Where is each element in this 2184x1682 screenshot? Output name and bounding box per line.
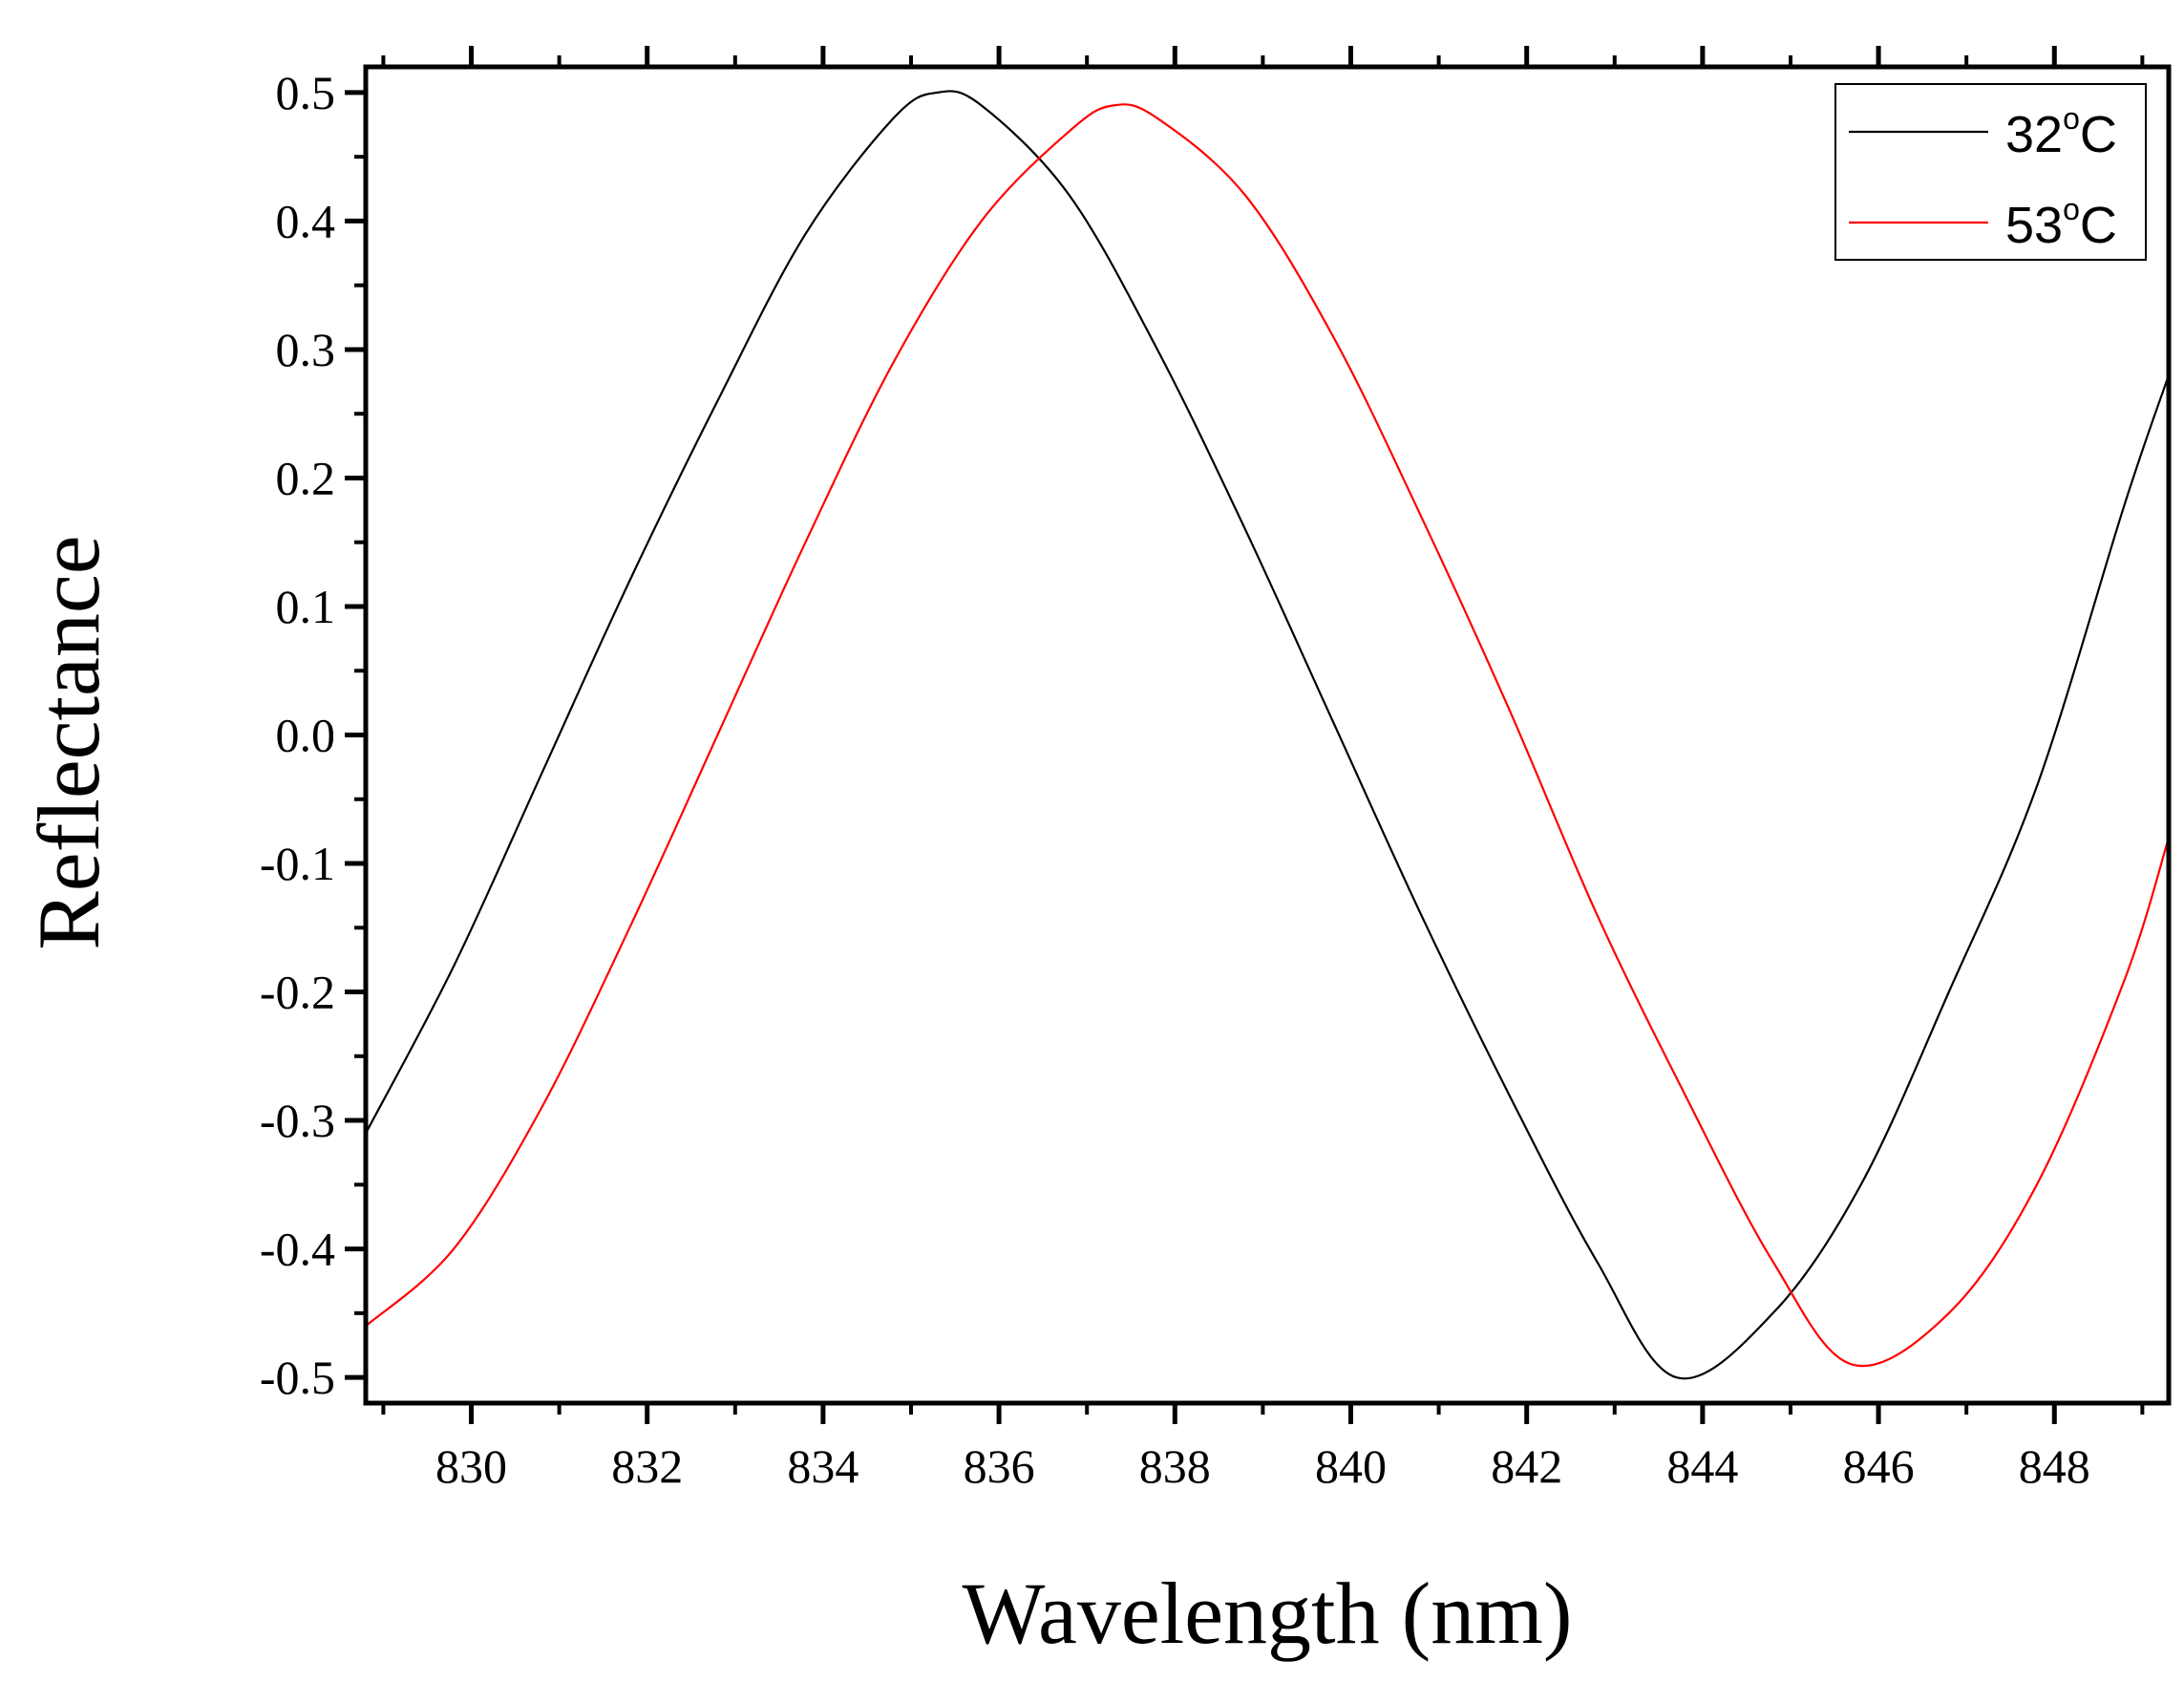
y-tick-label: 0.2 bbox=[276, 451, 336, 504]
y-tick-label: 0.3 bbox=[276, 323, 336, 376]
x-axis-tick-labels: 830 832 834 836 838 840 842 844 846 848 bbox=[435, 1439, 2090, 1493]
series-line-0 bbox=[365, 90, 2171, 1380]
legend-label: 53oC bbox=[2005, 192, 2117, 254]
y-tick-label: 0.1 bbox=[276, 580, 336, 633]
y-axis-title: Reflectance bbox=[20, 535, 117, 949]
x-tick-label: 848 bbox=[2019, 1439, 2090, 1493]
x-axis-title: Wavelength (nm) bbox=[963, 1565, 1573, 1662]
x-tick-label: 836 bbox=[964, 1439, 1035, 1493]
x-tick-label: 842 bbox=[1491, 1439, 1562, 1493]
x-tick-label: 834 bbox=[787, 1439, 859, 1493]
x-axis-ticks bbox=[381, 46, 2145, 1424]
y-tick-label: -0.4 bbox=[260, 1223, 335, 1276]
x-tick-label: 838 bbox=[1139, 1439, 1211, 1493]
y-tick-label: 0.0 bbox=[276, 709, 336, 762]
y-tick-label: 0.5 bbox=[276, 66, 336, 119]
y-axis-tick-labels: -0.5 -0.4 -0.3 -0.2 -0.1 0.0 0.1 0.2 0.3 0.4 0.5 bbox=[260, 66, 335, 1404]
y-tick-label: -0.2 bbox=[260, 966, 335, 1019]
legend-box bbox=[1834, 83, 2147, 261]
y-tick-label: -0.5 bbox=[260, 1351, 335, 1404]
y-tick-label: -0.3 bbox=[260, 1094, 335, 1147]
y-tick-label: -0.1 bbox=[260, 837, 335, 890]
series-lines bbox=[365, 90, 2171, 1380]
x-tick-label: 840 bbox=[1315, 1439, 1387, 1493]
x-tick-label: 844 bbox=[1666, 1439, 1738, 1493]
legend: 32oC 53oC bbox=[1834, 83, 2147, 261]
series-line-1 bbox=[365, 103, 2171, 1368]
x-tick-label: 832 bbox=[611, 1439, 683, 1493]
y-axis-ticks bbox=[345, 90, 366, 1380]
legend-entry: 53oC bbox=[1849, 192, 2117, 254]
y-tick-label: 0.4 bbox=[276, 194, 336, 247]
x-tick-label: 830 bbox=[435, 1439, 507, 1493]
x-tick-label: 846 bbox=[1843, 1439, 1915, 1493]
legend-entry: 32oC bbox=[1849, 101, 2117, 163]
plot-frame bbox=[363, 64, 2172, 1406]
legend-label: 32oC bbox=[2005, 101, 2117, 163]
